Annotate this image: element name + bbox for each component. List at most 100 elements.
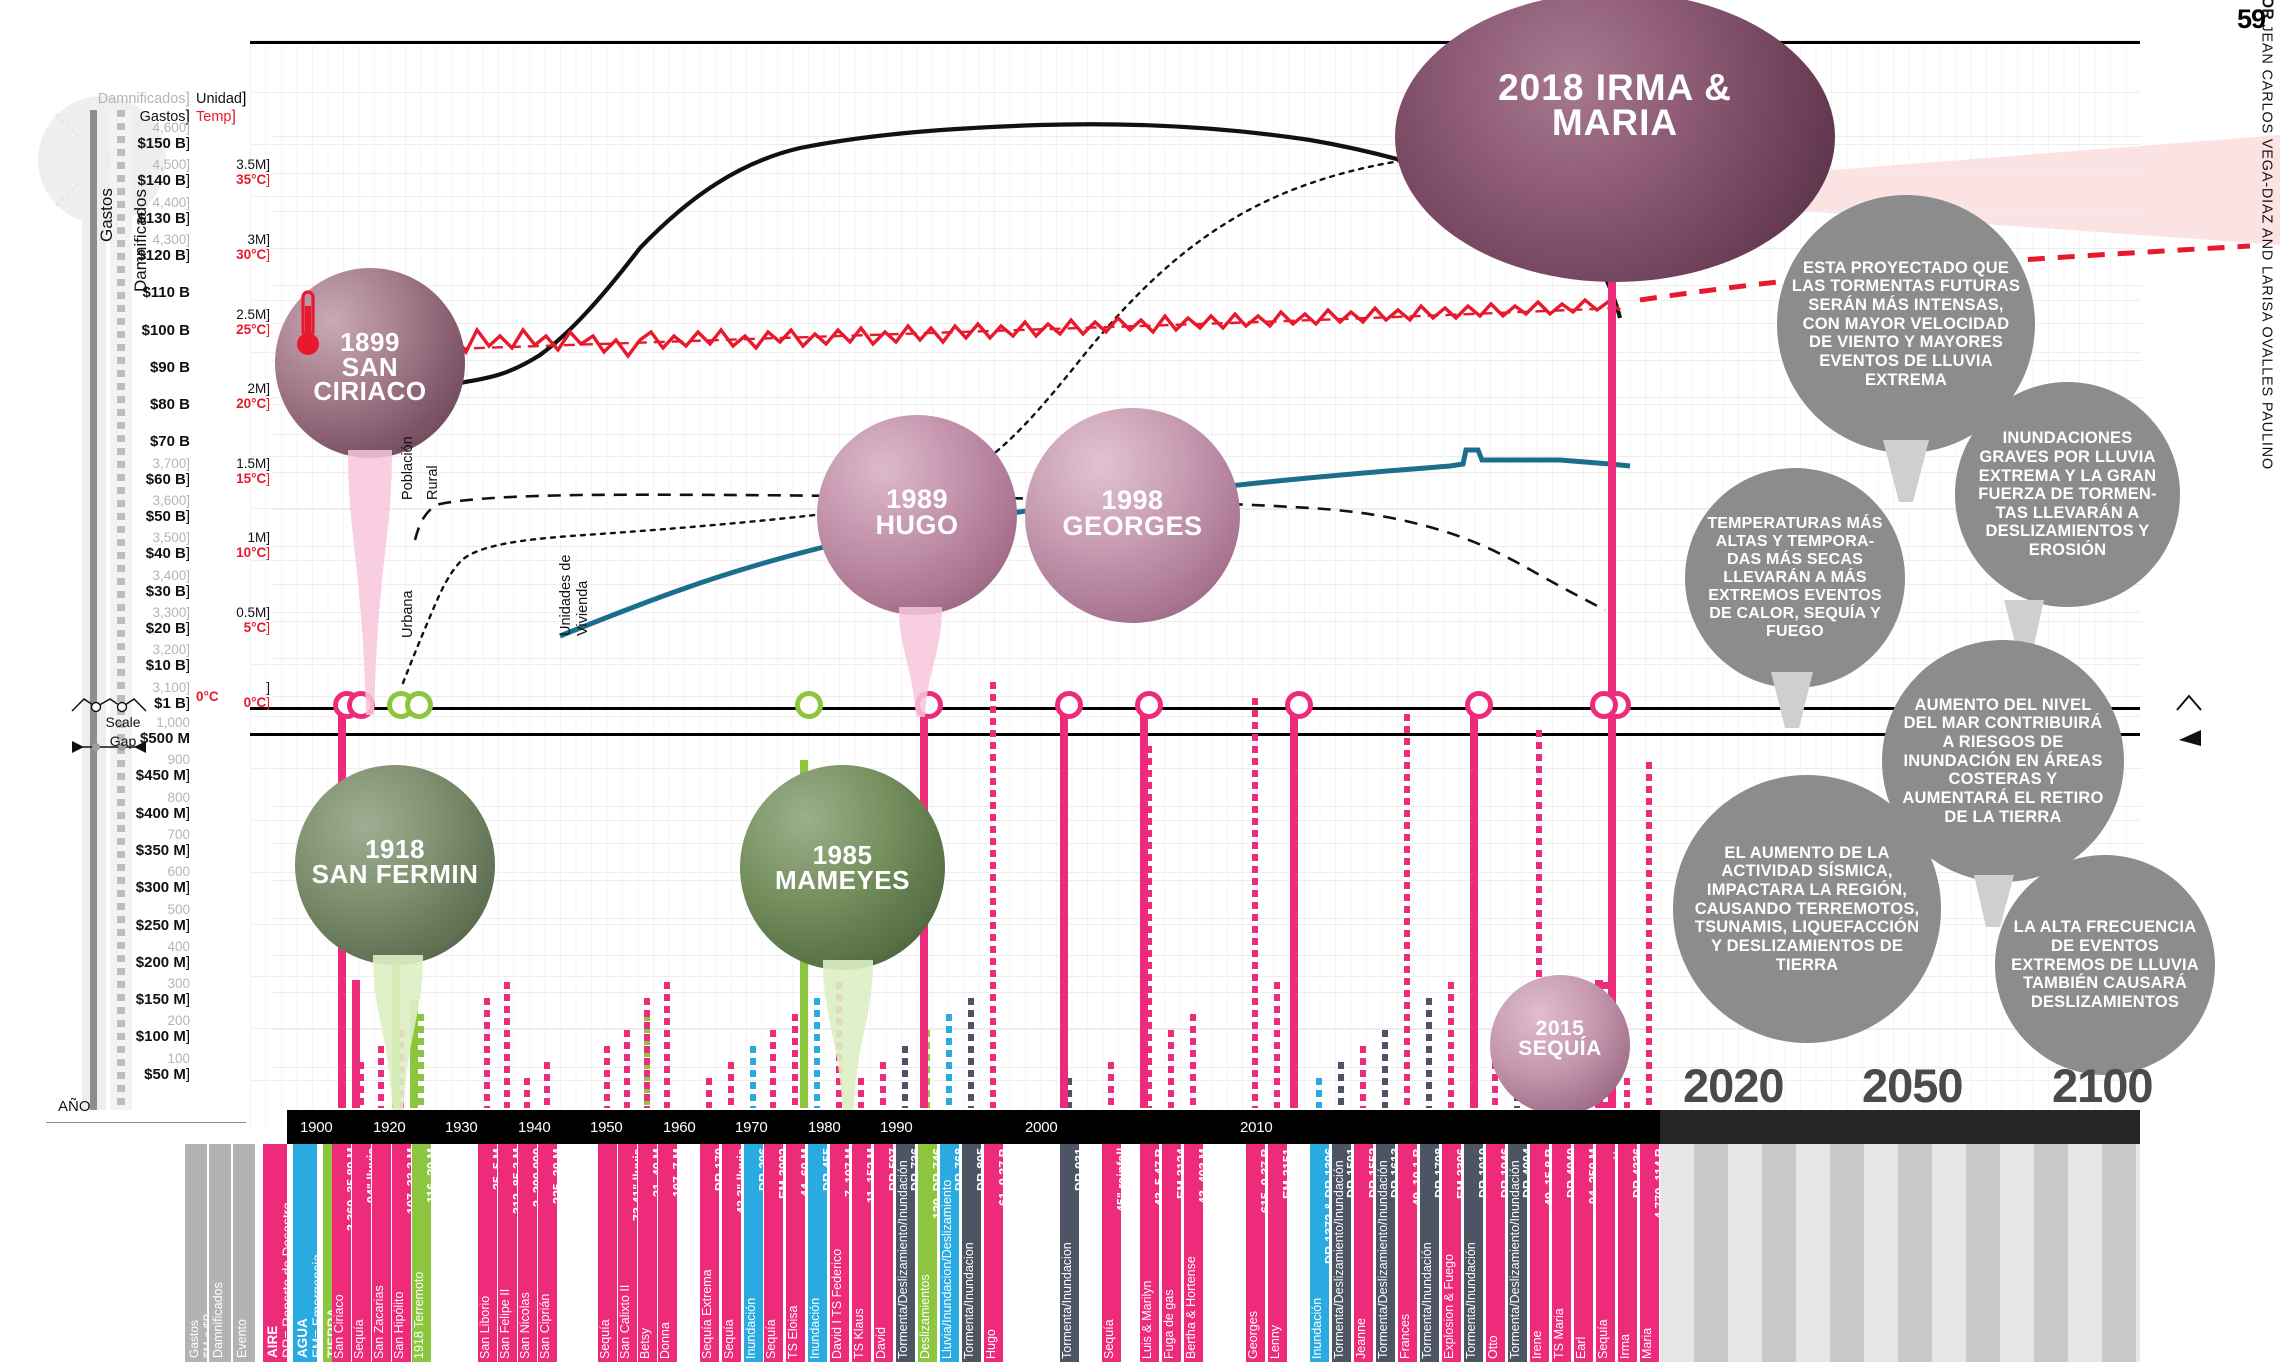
timeline-bar-future (1660, 1110, 2140, 1144)
photo-bubble-1989[interactable]: 1989 HUGO (817, 415, 1017, 615)
event-label-column[interactable]: Tormenta/Inundacion DR-805 (962, 1144, 981, 1362)
series-label-rural: Rural (425, 465, 441, 500)
axis-tick-gastos: 3,100] $1 B] (152, 679, 190, 712)
event-label-column[interactable]: San Nicolas 2 200,000 (518, 1144, 537, 1362)
event-label-column[interactable]: Hugo 61 9.37 B (984, 1144, 1003, 1362)
event-node[interactable] (1135, 691, 1163, 719)
event-spike (968, 998, 974, 1108)
annotation-tail-3 (1771, 672, 1813, 728)
event-label-column[interactable]: Inundación DR-296 (744, 1144, 763, 1362)
event-label-column[interactable]: Tormenta/Inundacion DR-931 (1060, 1144, 1079, 1362)
event-label-column[interactable]: Maria 4,779 114 B (1640, 1144, 1659, 1362)
axis-tick-gastos-millones: 300 $150 M] (135, 976, 190, 1009)
event-label-column[interactable]: Inundación DR-1372 & DR-1396 (1310, 1144, 1329, 1362)
annotation-bubble-inundaciones-graves[interactable]: INUNDACIONES GRAVES POR LLUVIA EXTREMA Y… (1955, 382, 2180, 607)
event-label-column[interactable]: Sequía ‡ (1596, 1144, 1615, 1362)
event-spike (1404, 714, 1410, 1108)
event-label-column[interactable]: Donna 107 7 M (658, 1144, 677, 1362)
annotation-bubble-temperaturas-altas[interactable]: TEMPERATURAS MÁS ALTAS Y TEMPORA-DAS MÁS… (1685, 468, 1905, 688)
axis-tick-gastos: 4,600] $150 B] (137, 120, 190, 152)
event-label-column[interactable]: Irma DR-4336 (1618, 1144, 1637, 1362)
event-label-column[interactable]: Georges 615 9.37 B (1246, 1144, 1265, 1362)
event-label-column[interactable]: Luis & Marilyn 43 5.47 B (1140, 1144, 1159, 1362)
event-label-column[interactable]: San Calixto II 73.41" lluvia (618, 1144, 637, 1362)
annotation-tail-4 (1974, 875, 2014, 927)
photo-bubble-1899[interactable]: 1899 SAN CIRIACO (275, 268, 465, 458)
event-node[interactable] (1285, 691, 1313, 719)
event-label-column[interactable]: San Hipólito 107 33.3 M (392, 1144, 411, 1362)
axis-tick-zero-temp: 0°C (196, 688, 219, 704)
photo-bubble-1918[interactable]: 1918 SAN FERMIN (295, 765, 495, 965)
scale-gap-label-1: Scale (105, 714, 141, 730)
event-label-column[interactable]: Inundación DR-455 (808, 1144, 827, 1362)
event-node[interactable] (1055, 691, 1083, 719)
event-spike (358, 1062, 364, 1108)
photo-bubble-1985[interactable]: 1985 MAMEYES (740, 765, 945, 970)
event-label-column[interactable]: Fuga de gas EM-3124 (1162, 1144, 1181, 1362)
event-spike-major (1060, 694, 1068, 1108)
event-label-column[interactable]: TS Eloisa 44 60 M (786, 1144, 805, 1362)
annotation-bubble-nivel-del-mar[interactable]: AUMENTO DEL NIVEL DEL MAR CONTRIBUIRÁ A … (1882, 640, 2124, 882)
event-label-column[interactable]: David I TS Federico 7 197 M (830, 1144, 849, 1362)
event-label-column[interactable]: Jeanne DR-1552 (1354, 1144, 1373, 1362)
event-label-column[interactable]: San Ciriaco 3,369 35.89 M (332, 1144, 351, 1362)
event-label-column[interactable]: Sequía (598, 1144, 617, 1362)
event-label-column[interactable]: Sequía EM-3002 (764, 1144, 783, 1362)
event-spike (524, 1078, 530, 1108)
photo-bubble-2018[interactable]: 2018 IRMA & MARIA (1395, 0, 1835, 282)
photo-bubble-2015[interactable]: 2015 SEQUÍA (1490, 975, 1630, 1115)
event-node[interactable] (1590, 691, 1618, 719)
event-spike (1108, 1062, 1114, 1108)
event-label-column[interactable]: Deslizamientos 129 DR-746 (918, 1144, 937, 1362)
axis-tick-gastos: $100 B (141, 321, 190, 339)
photo-bubble-1998[interactable]: 1998 GEORGES (1025, 408, 1240, 623)
axis-tick-unidad-temp: 2.5M] 25°C] (236, 306, 270, 337)
event-spike (624, 1030, 630, 1108)
event-label-column[interactable]: Betsy 21 40 M (638, 1144, 657, 1362)
event-label-column[interactable]: TS Maria DR-4040 (1552, 1144, 1571, 1362)
event-label-column[interactable]: San Zacarias (372, 1144, 391, 1362)
axis-upper-ticks: 4,600] $150 B] 4,500] $140 B] 3.5M] 35°C] 4,40… (0, 0, 300, 720)
event-label-column[interactable]: Sequía 43.3" lluvia (722, 1144, 741, 1362)
event-label-column[interactable]: TS Klaus 11 152 M (852, 1144, 871, 1362)
event-label-column[interactable]: San Felipe II 312 85.3 M (498, 1144, 517, 1362)
event-label-column[interactable]: Tormenta/Inundación DR-1919 (1464, 1144, 1483, 1362)
event-label-column[interactable]: Explosion & Fuego EM-3306 (1442, 1144, 1461, 1362)
event-node[interactable] (1465, 691, 1493, 719)
photo-name-1918: SAN FERMIN (311, 858, 479, 889)
event-label-column[interactable]: Tormenta/Deslizamiento/Inundación DR-736 (896, 1144, 915, 1362)
event-spike-major (352, 980, 360, 1108)
photo-year-1989: 1989 (885, 484, 949, 514)
event-spike (770, 1030, 776, 1108)
event-label-column[interactable]: Bertha & Hortense 43 493 M (1184, 1144, 1203, 1362)
axis-tick-unidad-temp: 3M] 30°C] (236, 231, 270, 262)
event-label-column[interactable]: Sequía 94" lluvia (352, 1144, 371, 1362)
event-label-column[interactable]: Frances 49 10.1 B (1398, 1144, 1417, 1362)
event-label-column[interactable]: Tormenta/Inundación DR-1798 (1420, 1144, 1439, 1362)
event-label-column[interactable]: Tormenta/Deslizamiento/Inundación DR-1613 (1376, 1144, 1395, 1362)
axis-header-gastos: Gastos] (139, 108, 190, 125)
axis-tick-gastos-millones: 500 $250 M] (135, 901, 190, 934)
event-label-column[interactable]: Irene 49 15.8 B (1530, 1144, 1549, 1362)
event-label-column[interactable]: Lluvia/Inundacion/Deslizamiento DR-768 (940, 1144, 959, 1362)
event-label-column[interactable]: Tormenta/Deslizamiento/Inundación DR-1501 (1332, 1144, 1351, 1362)
event-node[interactable] (405, 691, 433, 719)
photo-stem-1899 (348, 450, 392, 715)
event-label-column[interactable]: Otto DR-1946 (1486, 1144, 1505, 1362)
event-label-column[interactable]: 1918 Terremoto 116 29 M (412, 1144, 431, 1362)
event-label-column[interactable]: Earl 94 250 M (1574, 1144, 1593, 1362)
event-label-column[interactable]: Sequía 45" rainfall (1102, 1144, 1121, 1362)
event-label-column[interactable]: Lenny EM-3151 (1268, 1144, 1287, 1362)
event-spike (706, 1078, 712, 1108)
axis-tick-gastos-millones: 200 $100 M] (135, 1013, 190, 1046)
event-label-column[interactable]: Sequía Extrema DR-170 (700, 1144, 719, 1362)
event-label-column[interactable]: David DR-597 (874, 1144, 893, 1362)
event-spike (728, 1062, 734, 1108)
annotation-bubble-lluvia-deslizamientos[interactable]: LA ALTA FRECUENCIA DE EVENTOS EXTREMOS D… (1995, 855, 2215, 1075)
event-node[interactable] (795, 691, 823, 719)
event-label-column[interactable]: San Ciprián 225 30 M (538, 1144, 557, 1362)
annotation-bubble-actividad-sismica[interactable]: EL AUMENTO DE LA ACTIVIDAD SÍSMICA, IMPA… (1673, 775, 1941, 1043)
event-label-column[interactable]: San Liborio 25 5 M (478, 1144, 497, 1362)
event-label-column[interactable]: Tormenta/Deslizamiento/Inundación DR-4004 (1508, 1144, 1527, 1362)
event-spike (1168, 1030, 1174, 1108)
